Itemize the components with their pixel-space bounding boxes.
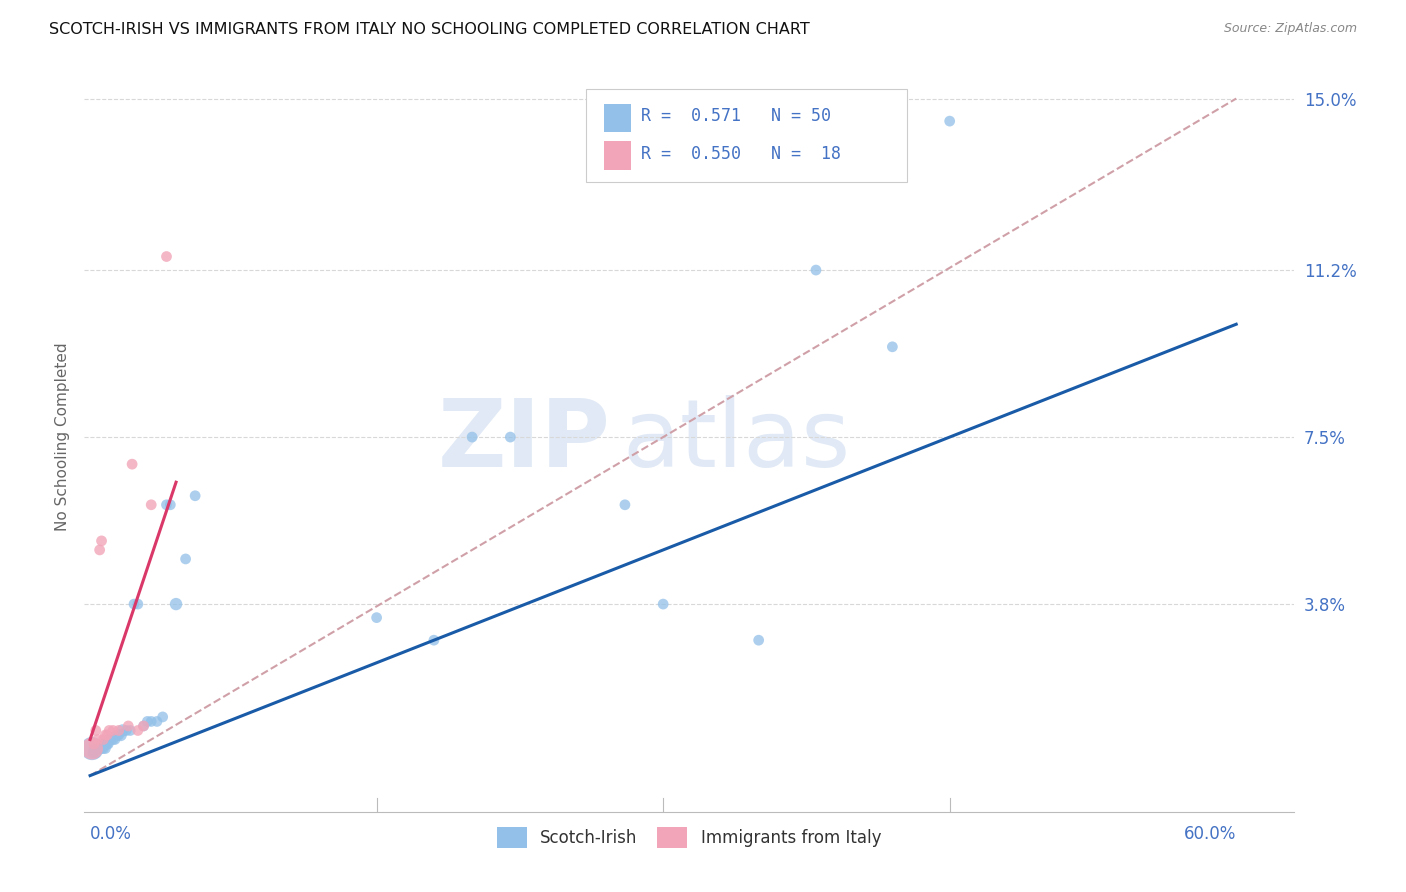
Point (84, 723, 107, 738)
Point (93, 741, 115, 756)
Point (97, 737, 120, 751)
Point (127, 723, 149, 738)
Text: R =  0.550   N =  18: R = 0.550 N = 18 (641, 145, 841, 163)
FancyBboxPatch shape (605, 103, 631, 132)
Text: ZIP: ZIP (437, 395, 610, 487)
Point (165, 597, 187, 611)
Point (152, 710, 174, 724)
Point (101, 723, 124, 738)
Point (80, 741, 103, 756)
Point (101, 732, 124, 747)
FancyBboxPatch shape (586, 88, 907, 182)
Point (184, 489, 207, 503)
Point (146, 714, 169, 729)
Point (117, 719, 139, 733)
Point (80, 741, 103, 756)
Point (89, 543, 111, 558)
Point (804, 263, 827, 277)
Point (89, 741, 111, 756)
Point (94, 741, 117, 756)
Point (84, 746, 107, 760)
Point (96, 728, 118, 742)
Text: 0.0%: 0.0% (90, 825, 132, 843)
Point (93, 737, 115, 751)
Point (174, 552, 197, 566)
Point (461, 430, 484, 444)
Text: Source: ZipAtlas.com: Source: ZipAtlas.com (1223, 22, 1357, 36)
Point (98, 723, 121, 738)
Point (87, 741, 110, 756)
Point (90, 737, 112, 751)
Point (107, 723, 129, 738)
Text: SCOTCH-IRISH VS IMMIGRANTS FROM ITALY NO SCHOOLING COMPLETED CORRELATION CHART: SCOTCH-IRISH VS IMMIGRANTS FROM ITALY NO… (49, 22, 810, 37)
Point (94, 728, 117, 742)
Point (141, 498, 163, 512)
Point (141, 714, 163, 729)
Point (366, 610, 388, 624)
Point (159, 498, 181, 512)
Point (132, 719, 155, 733)
Y-axis label: No Schooling Completed: No Schooling Completed (55, 343, 70, 532)
Point (107, 728, 129, 742)
Point (127, 597, 149, 611)
Point (98, 732, 121, 747)
Point (93, 732, 115, 747)
Point (613, 498, 636, 512)
Point (104, 732, 127, 747)
Text: R =  0.571   N = 50: R = 0.571 N = 50 (641, 107, 831, 125)
Point (96, 737, 118, 751)
Point (938, 114, 960, 128)
Point (499, 430, 522, 444)
Point (82, 746, 104, 760)
Point (122, 597, 145, 611)
Point (115, 723, 138, 738)
Point (91, 737, 114, 751)
Point (110, 728, 132, 742)
Point (100, 732, 122, 747)
Legend: Scotch-Irish, Immigrants from Italy: Scotch-Irish, Immigrants from Italy (491, 821, 887, 855)
Point (155, 498, 177, 512)
Point (121, 457, 143, 471)
Point (90, 741, 112, 756)
Point (155, 250, 177, 264)
Point (652, 597, 675, 611)
Point (136, 714, 159, 729)
Text: atlas: atlas (623, 395, 851, 487)
Point (111, 723, 134, 738)
Point (120, 723, 142, 738)
Point (132, 719, 155, 733)
Text: 60.0%: 60.0% (1184, 825, 1236, 843)
Point (83, 737, 105, 751)
Point (83, 741, 105, 756)
Point (882, 340, 904, 354)
Point (90, 533, 112, 548)
Point (87, 732, 110, 747)
Point (86, 741, 108, 756)
Point (83, 741, 105, 756)
Point (96, 737, 118, 751)
Point (423, 633, 446, 648)
FancyBboxPatch shape (605, 142, 631, 170)
Point (105, 728, 128, 742)
Point (87, 741, 110, 756)
Point (748, 633, 770, 648)
